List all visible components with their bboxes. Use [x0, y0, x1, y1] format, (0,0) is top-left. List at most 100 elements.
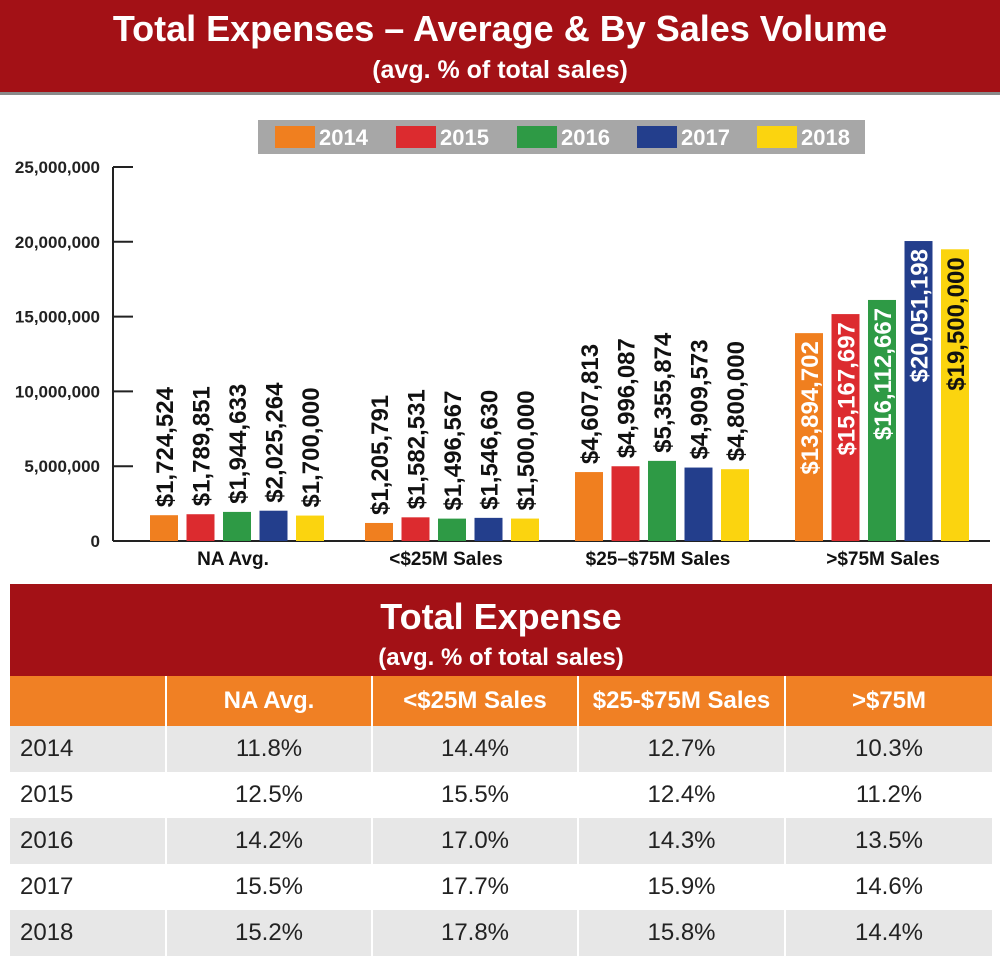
table-row: 2017 15.5% 17.7% 15.9% 14.6% [10, 864, 992, 910]
year-cell: 2017 [10, 864, 166, 910]
bar [296, 515, 324, 541]
bar [831, 314, 860, 541]
bar [438, 518, 466, 541]
y-tick-label: 20,000,000 [15, 233, 100, 252]
bar [795, 333, 823, 541]
header-cell: >$75M [784, 676, 992, 726]
y-tick-label: 0 [91, 532, 100, 551]
year-cell: 2018 [10, 910, 166, 956]
data-label: $15,167,697 [834, 322, 861, 455]
legend-swatch [275, 126, 315, 148]
page-subtitle: (avg. % of total sales) [372, 56, 628, 84]
data-label: $1,500,000 [513, 390, 540, 510]
table-cell: 11.2% [784, 772, 992, 818]
expense-table: NA Avg. <$25M Sales $25-$75M Sales >$75M… [10, 676, 992, 956]
x-category-label: >$75M Sales [826, 549, 940, 570]
bar [941, 249, 969, 541]
header-cell: <$25M Sales [371, 676, 578, 726]
data-label: $1,582,531 [404, 389, 431, 509]
year-cell: 2016 [10, 818, 166, 864]
data-label: $13,894,702 [797, 341, 824, 474]
table-cell: 14.4% [784, 910, 992, 956]
data-label: $1,546,630 [477, 390, 504, 510]
data-label: $4,909,573 [687, 339, 714, 459]
table-row: 2015 12.5% 15.5% 12.4% 11.2% [10, 772, 992, 818]
table-cell: 14.2% [165, 818, 372, 864]
y-tick-label: 15,000,000 [15, 308, 100, 327]
y-tick-label: 5,000,000 [24, 457, 100, 476]
table-subtitle: (avg. % of total sales) [378, 644, 624, 671]
bar [648, 460, 676, 541]
bar [401, 517, 430, 541]
bar [511, 518, 539, 541]
data-label: $1,724,524 [152, 386, 179, 507]
table-cell: 15.8% [577, 910, 785, 956]
data-label: $19,500,000 [943, 257, 970, 390]
bar [575, 472, 603, 541]
table-cell: 14.4% [371, 726, 578, 772]
data-label: $1,205,791 [367, 395, 394, 515]
header-cell: NA Avg. [165, 676, 372, 726]
table-cell: 17.8% [371, 910, 578, 956]
bar [365, 522, 393, 541]
table-cell: 12.5% [165, 772, 372, 818]
legend-swatch [396, 126, 436, 148]
data-label: $1,700,000 [298, 387, 325, 507]
table-cell: 11.8% [165, 726, 372, 772]
data-label: $20,051,198 [907, 249, 934, 382]
bar [721, 469, 749, 541]
bar [611, 466, 640, 541]
table-cell: 15.2% [165, 910, 372, 956]
bar [684, 467, 713, 541]
table-header-row: NA Avg. <$25M Sales $25-$75M Sales >$75M [10, 676, 992, 726]
legend-label: 2016 [561, 125, 610, 150]
bar-chart: 2014 2015 2016 2017 2018 0 5,000,000 10,000,000… [15, 120, 990, 570]
legend-swatch [637, 126, 677, 148]
data-label: $1,789,851 [189, 386, 216, 506]
page-title: Total Expenses – Average & By Sales Volu… [112, 8, 888, 49]
legend-swatch [757, 126, 797, 148]
table-cell: 15.5% [371, 772, 578, 818]
bar [223, 511, 251, 541]
bar [186, 514, 215, 541]
table-cell: 12.7% [577, 726, 785, 772]
header-cell [10, 676, 166, 726]
table-cell: 15.9% [577, 864, 785, 910]
x-category-label: NA Avg. [197, 549, 269, 570]
legend-label: 2015 [440, 125, 489, 150]
table-cell: 17.0% [371, 818, 578, 864]
table-cell: 10.3% [784, 726, 992, 772]
table-cell: 17.7% [371, 864, 578, 910]
year-cell: 2014 [10, 726, 166, 772]
table-row: 2018 15.2% 17.8% 15.8% 14.4% [10, 910, 992, 956]
x-category-label: $25–$75M Sales [586, 549, 731, 570]
table-cell: 14.6% [784, 864, 992, 910]
table-cell: 13.5% [784, 818, 992, 864]
table-title-banner: Total Expense (avg. % of total sales) [10, 584, 992, 676]
legend-label: 2017 [681, 125, 730, 150]
data-label: $5,355,874 [650, 332, 677, 453]
bar [259, 510, 288, 541]
bar [474, 517, 503, 541]
data-label: $4,996,087 [614, 338, 641, 458]
legend-label: 2018 [801, 125, 850, 150]
table-cell: 14.3% [577, 818, 785, 864]
y-tick-label: 25,000,000 [15, 158, 100, 177]
table-cell: 15.5% [165, 864, 372, 910]
data-label: $2,025,264 [262, 382, 289, 503]
data-label: $4,607,813 [577, 344, 604, 464]
header-cell: $25-$75M Sales [577, 676, 785, 726]
bar [868, 299, 896, 541]
bar [150, 515, 178, 541]
x-category-label: <$25M Sales [389, 549, 503, 570]
bar [904, 241, 933, 542]
table-row: 2014 11.8% 14.4% 12.7% 10.3% [10, 726, 992, 772]
data-label: $1,496,567 [440, 390, 467, 510]
table-title: Total Expense [380, 596, 622, 637]
header-banner: Total Expenses – Average & By Sales Volu… [0, 0, 1000, 92]
data-label: $4,800,000 [723, 341, 750, 461]
legend-label: 2014 [319, 125, 369, 150]
legend-swatch [517, 126, 557, 148]
table-cell: 12.4% [577, 772, 785, 818]
data-label: $1,944,633 [225, 384, 252, 504]
